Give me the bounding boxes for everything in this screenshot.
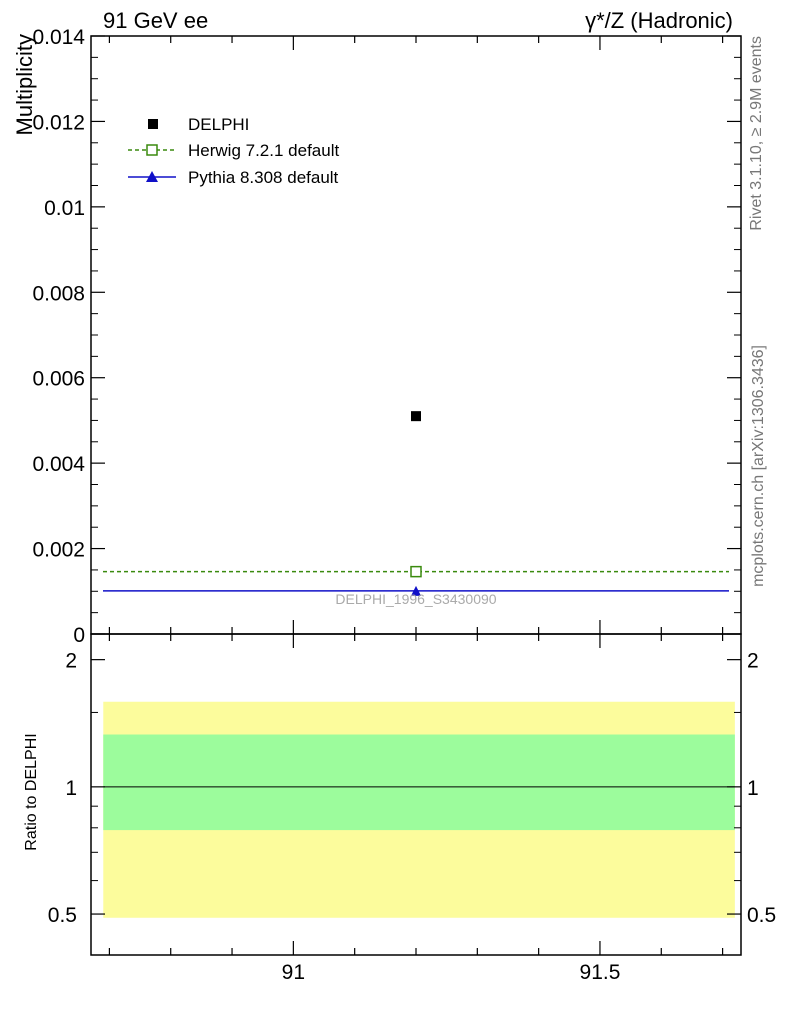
legend-label-delphi: DELPHI xyxy=(188,115,249,134)
ratio-plot: 91 91.5 0.5 0.5 1 1 2 2 xyxy=(48,633,776,984)
legend: DELPHI Herwig 7.2.1 default Pythia 8.308… xyxy=(128,115,339,187)
ratio-y-tick-label-right: 1 xyxy=(747,777,759,800)
legend-marker-herwig xyxy=(146,144,158,156)
ratio-y-tick-label-right: 2 xyxy=(747,650,759,673)
ratio-x-tick-label: 91.5 xyxy=(580,961,621,984)
ratio-uncertainty-bands xyxy=(103,701,735,918)
ratio-y-tick-label-left: 2 xyxy=(65,650,77,673)
rivet-side-label: Rivet 3.1.10, ≥ 2.9M events xyxy=(748,36,765,231)
main-y-tick-label: 0.008 xyxy=(32,282,85,305)
ratio-x-tick-label: 91 xyxy=(282,961,305,984)
analysis-watermark: DELPHI_1996_S3430090 xyxy=(335,591,496,607)
main-y-tick-label: 0.012 xyxy=(32,111,85,134)
legend-label-herwig: Herwig 7.2.1 default xyxy=(188,141,339,160)
main-y-tick-label: 0 xyxy=(73,624,85,647)
legend-marker-delphi xyxy=(148,119,158,129)
herwig-point xyxy=(410,565,422,578)
ratio-y-axis-title: Ratio to DELPHI xyxy=(23,733,40,850)
ratio-y-tick-label-right: 0.5 xyxy=(747,904,776,927)
header-right-title: γ*/Z (Hadronic) xyxy=(585,8,733,33)
ratio-band-inner xyxy=(103,734,735,831)
ratio-y-tick-label-left: 1 xyxy=(65,777,77,800)
main-y-axis-title: Multiplicity xyxy=(12,34,37,135)
main-plot: 0 0.002 0.004 0.006 0.008 0.01 0.012 0.014 xyxy=(32,26,742,647)
main-y-tick-label: 0.006 xyxy=(32,368,85,391)
pythia-point xyxy=(411,585,421,596)
legend-label-pythia: Pythia 8.308 default xyxy=(188,168,339,187)
legend-marker-pythia xyxy=(146,171,158,182)
delphi-data-point xyxy=(411,411,421,422)
main-y-tick-label: 0.014 xyxy=(32,26,85,49)
main-y-tick-label: 0.01 xyxy=(44,197,85,220)
main-y-tick-label: 0.004 xyxy=(32,453,85,476)
ratio-y-tick-label-left: 0.5 xyxy=(48,904,77,927)
mcplots-side-label: mcplots.cern.ch [arXiv:1306.3436] xyxy=(750,345,767,587)
header-left-title: 91 GeV ee xyxy=(103,8,208,33)
main-y-tick-label: 0.002 xyxy=(32,539,85,562)
